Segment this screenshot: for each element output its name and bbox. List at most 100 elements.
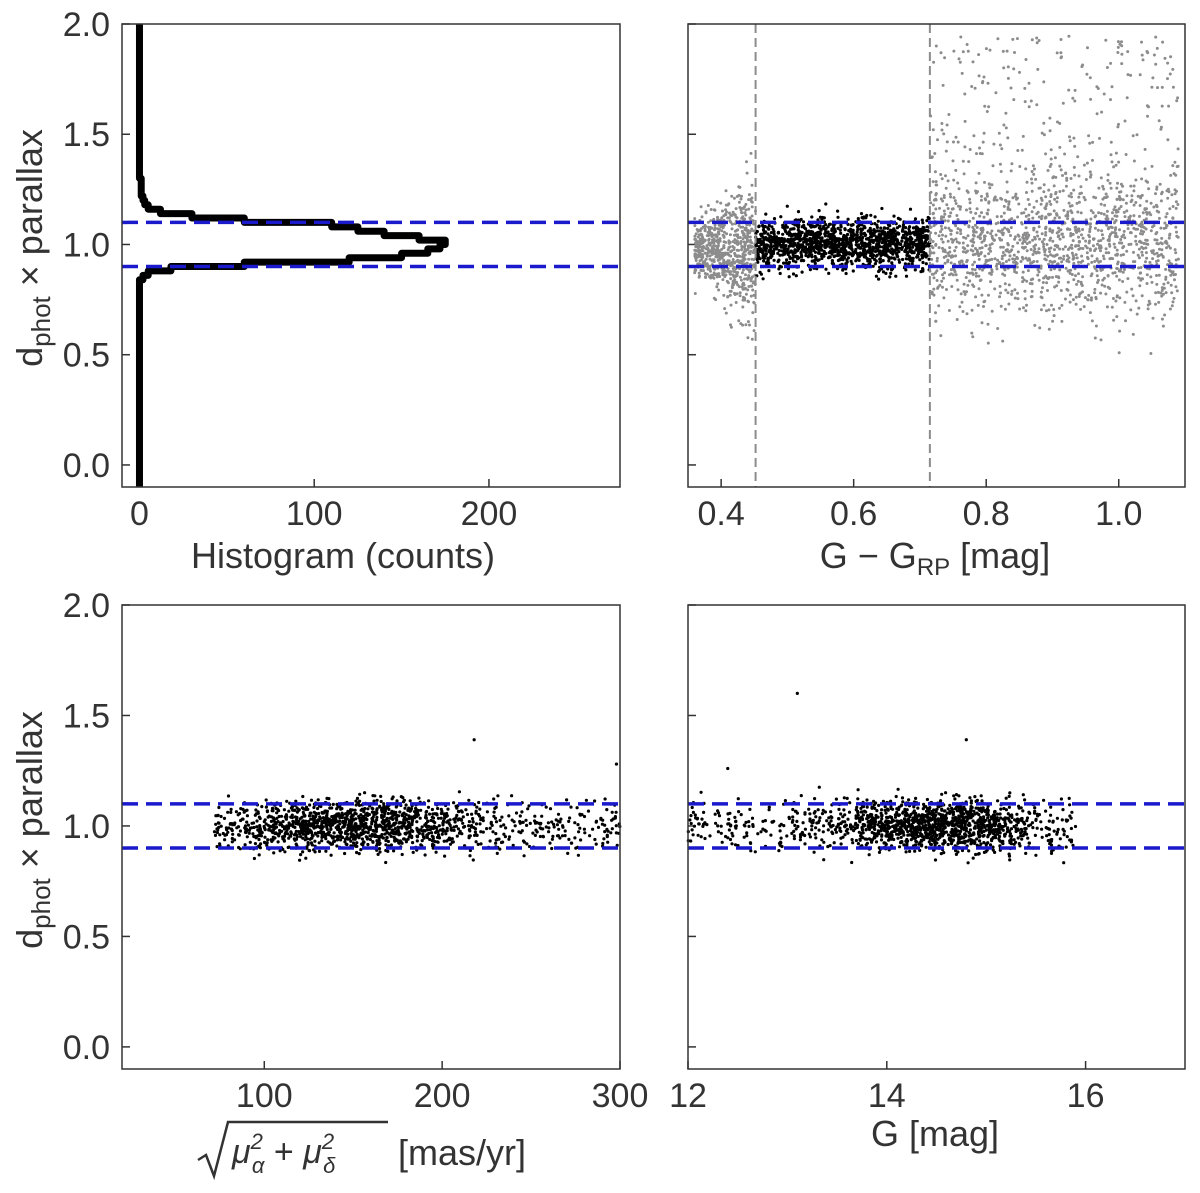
data-point (890, 241, 894, 245)
ylabel-bottom-sub: phot (26, 877, 56, 928)
data-point (1079, 280, 1083, 284)
data-point (1148, 302, 1152, 306)
data-point (940, 215, 944, 219)
data-point (1164, 215, 1168, 219)
data-point (941, 240, 945, 244)
data-point (1008, 208, 1012, 212)
data-point (1114, 253, 1118, 257)
data-point (827, 271, 831, 275)
data-point (255, 819, 259, 823)
data-point (1090, 260, 1094, 264)
data-point (520, 829, 524, 833)
data-point (971, 267, 974, 271)
data-point (731, 258, 735, 261)
data-point (856, 245, 860, 249)
data-point (302, 824, 307, 829)
data-point (877, 229, 882, 233)
data-point (1159, 241, 1163, 245)
data-point (1038, 237, 1041, 241)
data-point (990, 257, 994, 261)
data-point (981, 226, 985, 230)
data-point (746, 288, 750, 292)
data-point (1123, 300, 1127, 304)
data-point (1060, 319, 1064, 323)
data-point (877, 277, 881, 281)
data-point (960, 71, 964, 75)
data-point (949, 261, 953, 265)
data-point (740, 248, 743, 252)
data-point (1160, 85, 1164, 89)
data-point (979, 278, 983, 282)
data-point (1024, 236, 1028, 240)
data-point (773, 235, 777, 239)
data-point (748, 217, 752, 221)
data-point (1118, 241, 1121, 245)
data-point (899, 242, 903, 246)
data-point (726, 295, 730, 298)
ylabel-bottom-rest: × parallax (9, 711, 50, 878)
data-point (1117, 278, 1121, 282)
data-point (718, 255, 722, 259)
data-point (954, 202, 958, 205)
data-point (1163, 313, 1167, 317)
data-point (307, 814, 312, 818)
data-point (996, 37, 1000, 41)
data-point (866, 229, 870, 233)
data-point (791, 253, 795, 257)
data-point (993, 287, 997, 291)
data-point (1080, 233, 1083, 237)
series-selected (754, 202, 932, 281)
data-point (1157, 300, 1161, 304)
data-point (722, 261, 726, 265)
data-point (1029, 295, 1033, 299)
data-point (1091, 158, 1094, 162)
data-point (584, 798, 589, 802)
data-point (995, 267, 999, 271)
data-point (1090, 254, 1094, 258)
data-point (992, 142, 996, 146)
data-point (932, 198, 936, 202)
data-point (955, 231, 959, 235)
data-point (967, 225, 971, 229)
data-point (931, 203, 935, 207)
xtick-label: 100 (236, 1077, 293, 1115)
data-point (813, 261, 817, 265)
data-point (999, 304, 1003, 308)
data-point (1115, 197, 1119, 201)
data-point (1073, 173, 1077, 177)
data-point (1062, 257, 1065, 261)
data-point (1091, 140, 1095, 144)
xtick-label: 300 (592, 1077, 649, 1115)
data-point (1161, 40, 1165, 44)
data-point (1059, 38, 1063, 41)
data-point (943, 212, 947, 216)
data-point (1024, 207, 1028, 211)
data-point (1072, 165, 1076, 169)
data-point (934, 311, 937, 315)
data-point (796, 228, 800, 232)
data-point (850, 254, 855, 258)
data-point (1106, 274, 1110, 277)
data-point (1011, 37, 1015, 41)
data-point (294, 818, 299, 822)
data-point (747, 285, 751, 288)
data-point (1074, 302, 1078, 306)
data-point (219, 814, 223, 819)
data-point (983, 235, 986, 239)
data-point (756, 260, 760, 264)
data-point (1110, 231, 1114, 235)
data-point (863, 248, 867, 252)
data-point (784, 230, 788, 234)
data-point (1137, 256, 1141, 260)
data-point (766, 232, 770, 236)
data-point (816, 235, 820, 239)
data-point (1044, 233, 1048, 237)
data-point (398, 810, 402, 814)
data-point (772, 258, 776, 262)
data-point (1086, 298, 1090, 302)
data-point (1150, 85, 1154, 89)
data-point (1006, 205, 1010, 209)
data-point (1059, 168, 1063, 172)
data-point (887, 255, 891, 259)
data-point (1174, 206, 1178, 210)
